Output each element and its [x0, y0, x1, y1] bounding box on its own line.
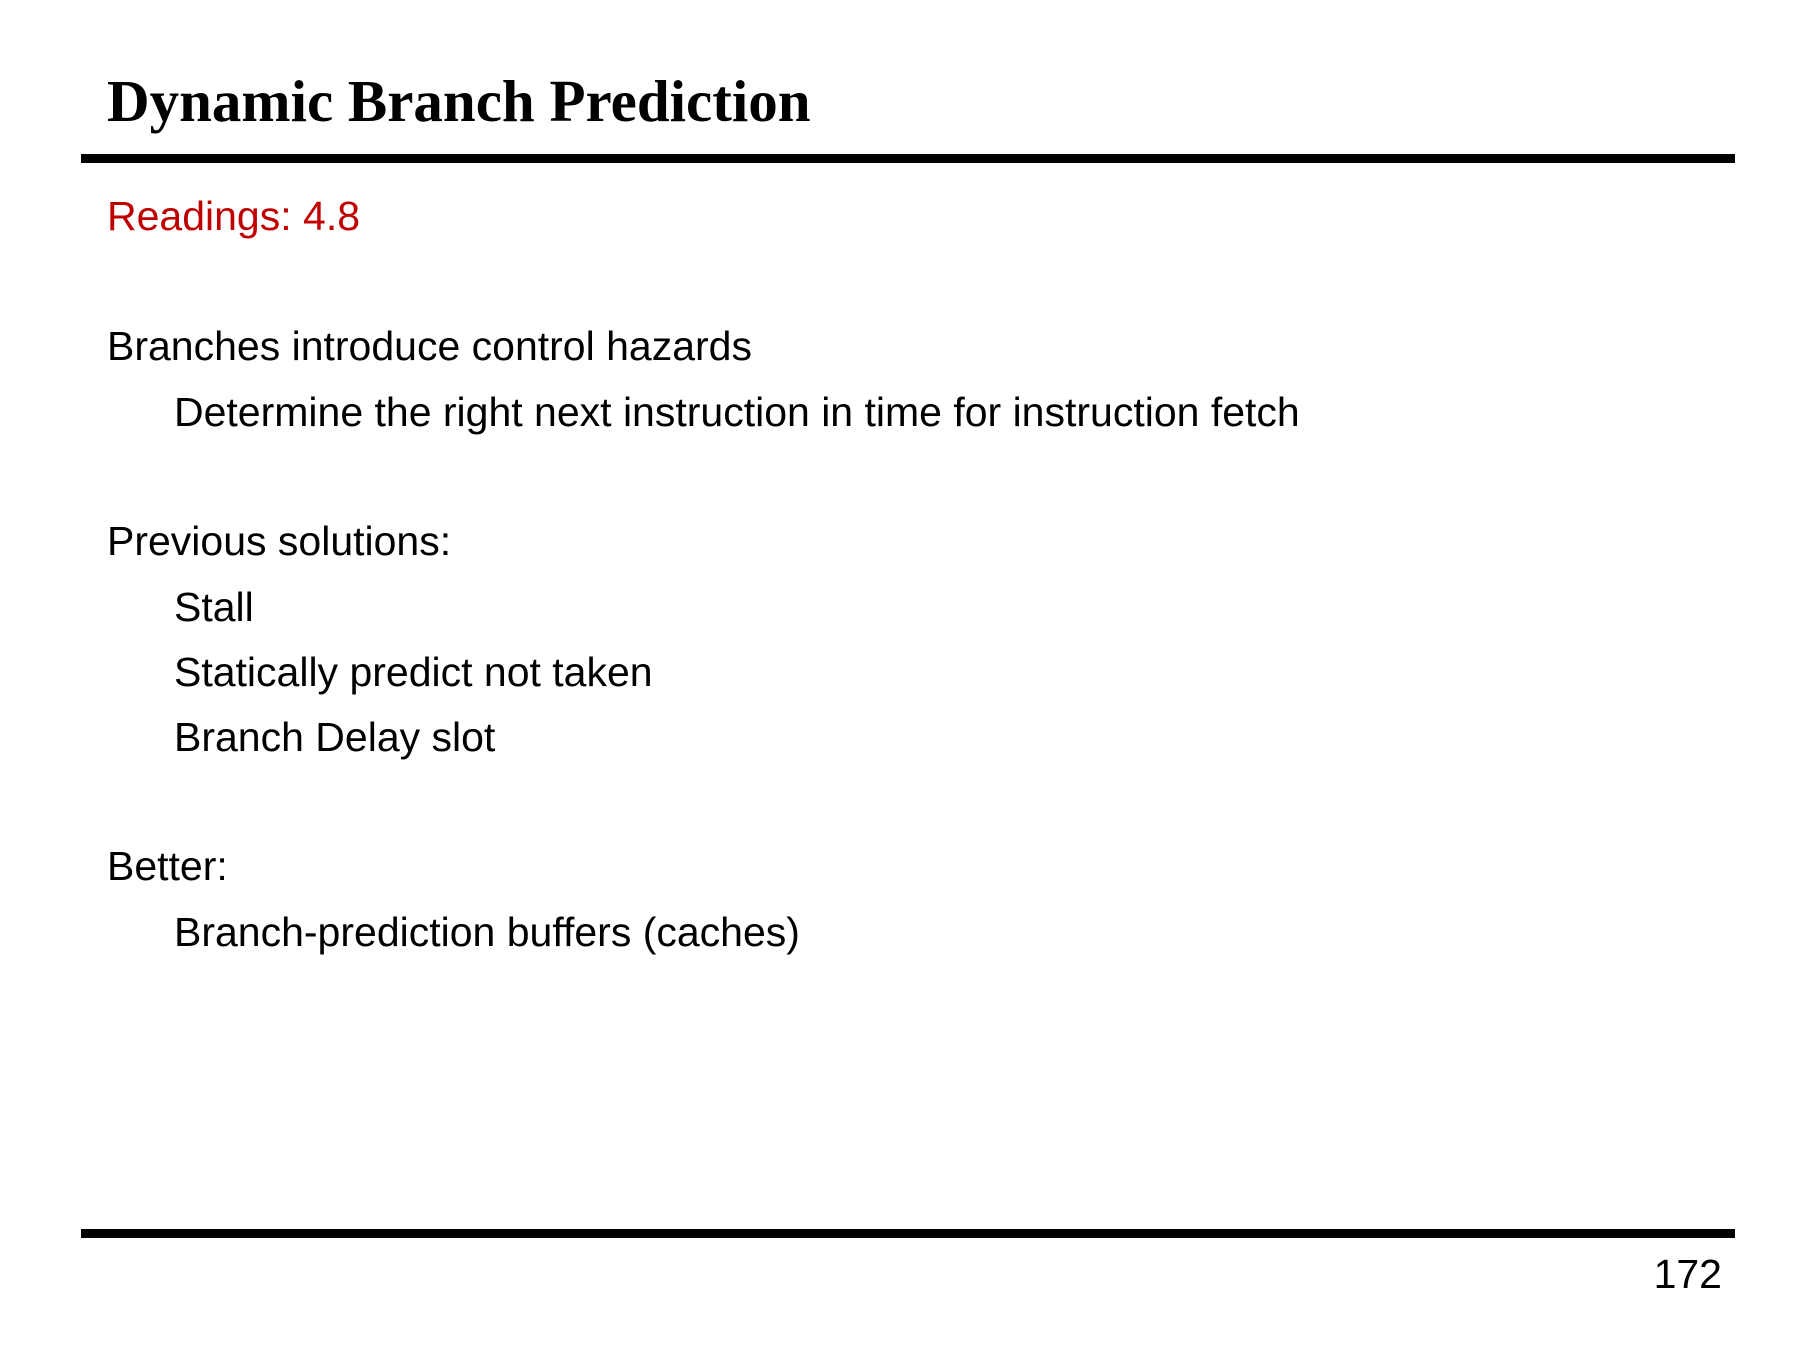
bullet-statically-predict: Statically predict not taken [174, 649, 653, 695]
section-heading-previous-solutions: Previous solutions: [107, 518, 452, 564]
bullet-branch-delay-slot: Branch Delay slot [174, 714, 496, 760]
top-divider [81, 154, 1735, 163]
section-heading-control-hazards: Branches introduce control hazards [107, 323, 752, 369]
bottom-divider [81, 1229, 1735, 1238]
bullet-branch-prediction-buffers: Branch-prediction buffers (caches) [174, 909, 800, 955]
readings-note: Readings: 4.8 [107, 193, 361, 239]
bullet-stall: Stall [174, 584, 254, 630]
slide-title: Dynamic Branch Prediction [107, 68, 811, 134]
page-number: 172 [1653, 1251, 1722, 1297]
section-heading-better: Better: [107, 843, 228, 889]
bullet-determine-next-instruction: Determine the right next instruction in … [174, 389, 1300, 435]
